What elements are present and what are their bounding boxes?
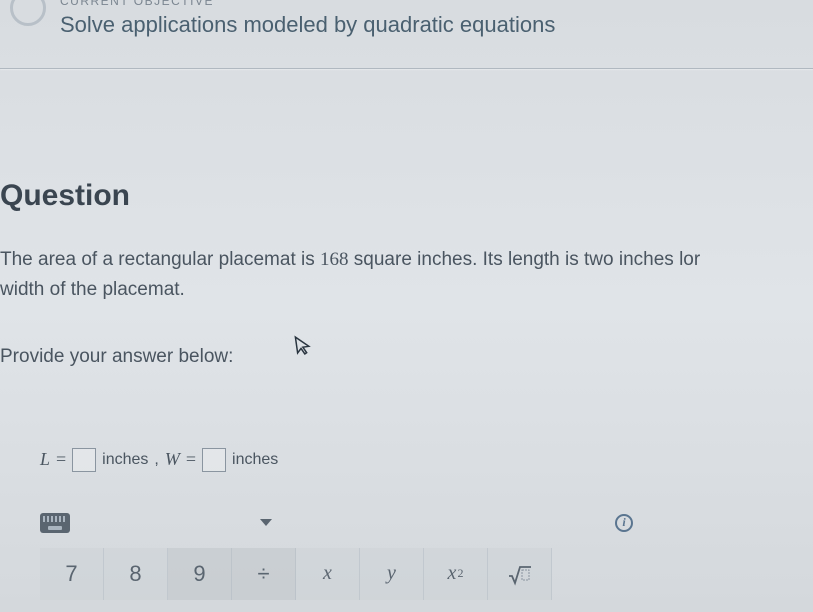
objective-block: CURRENT OBJECTIVE Solve applications mod…: [60, 0, 555, 38]
key-9[interactable]: 9: [168, 548, 232, 600]
key-sqrt[interactable]: [488, 548, 552, 600]
question-text-line2: width of the placemat.: [0, 279, 185, 300]
equals-sign: =: [56, 449, 66, 470]
objective-text: Solve applications modeled by quadratic …: [60, 12, 555, 38]
question-text-prefix: The area of a rectangular placemat is: [0, 249, 320, 270]
length-unit: inches: [102, 451, 148, 469]
question-content: Question The area of a rectangular place…: [0, 69, 813, 600]
equals-sign-2: =: [186, 449, 196, 470]
answer-inputs-row: L = inches, W = inches: [0, 448, 813, 472]
length-var: L: [40, 449, 50, 470]
key-divide[interactable]: ÷: [232, 548, 296, 600]
math-toolbar: i: [0, 506, 813, 540]
area-value: 168: [320, 249, 349, 270]
cursor-icon: [293, 333, 315, 363]
width-unit: inches: [232, 451, 278, 469]
objective-header: CURRENT OBJECTIVE Solve applications mod…: [0, 0, 813, 58]
key-x[interactable]: x: [296, 548, 360, 600]
width-input[interactable]: [202, 448, 226, 472]
keyboard-icon[interactable]: [40, 513, 70, 533]
key-7[interactable]: 7: [40, 548, 104, 600]
comma: ,: [154, 451, 158, 469]
width-var: W: [165, 449, 180, 470]
dropdown-caret-icon[interactable]: [260, 519, 272, 526]
key-8[interactable]: 8: [104, 548, 168, 600]
keypad-row: 7 8 9 ÷ x y x2: [0, 548, 813, 600]
question-text-suffix: square inches. Its length is two inches …: [349, 249, 701, 270]
info-icon[interactable]: i: [615, 514, 633, 532]
provide-answer-label: Provide your answer below:: [0, 346, 813, 368]
length-input[interactable]: [72, 448, 96, 472]
key-x-squared[interactable]: x2: [424, 548, 488, 600]
key-y[interactable]: y: [360, 548, 424, 600]
question-body: The area of a rectangular placemat is 16…: [0, 245, 813, 306]
question-title: Question: [0, 179, 813, 213]
progress-circle-icon: [10, 0, 46, 26]
objective-label: CURRENT OBJECTIVE: [60, 0, 555, 8]
